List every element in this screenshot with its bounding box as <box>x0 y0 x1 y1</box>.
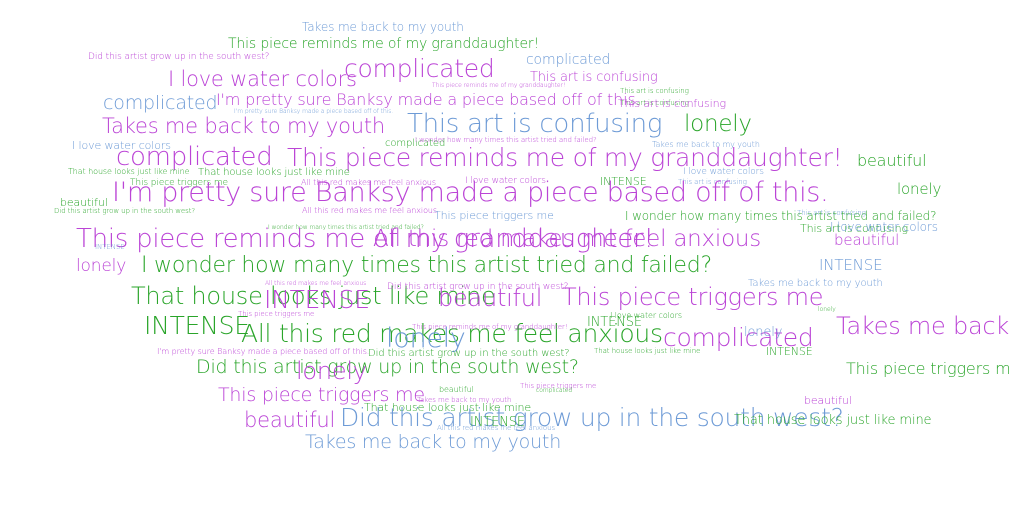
cloud-word: INTENSE <box>95 243 125 251</box>
cloud-word: beautiful <box>834 231 900 249</box>
cloud-word: I love water colors <box>610 311 682 320</box>
cloud-word: Did this artist grow up in the south wes… <box>368 348 570 359</box>
cloud-word: This art is confusing <box>530 70 658 85</box>
cloud-word: That house looks just like mine <box>364 401 532 414</box>
cloud-word: INTENSE <box>587 315 642 330</box>
cloud-word: complicated <box>385 138 446 149</box>
cloud-word: Takes me back to my youth <box>102 114 385 138</box>
cloud-word: lonely <box>386 323 466 354</box>
cloud-word: This piece triggers me <box>520 382 597 390</box>
cloud-word: INTENSE <box>600 175 647 188</box>
cloud-word: I love water colors <box>830 220 938 234</box>
cloud-word: I love water colors <box>465 176 546 186</box>
cloud-word: This piece triggers me <box>218 384 425 406</box>
cloud-word: Takes me back to my youth <box>417 396 512 404</box>
cloud-word: This piece triggers me <box>238 310 315 318</box>
cloud-word: That house looks just like mine <box>68 167 190 176</box>
cloud-word: complicated <box>536 387 573 394</box>
cloud-word: complicated <box>103 92 218 114</box>
cloud-word: That house looks just like mine <box>198 167 350 178</box>
cloud-word: beautiful <box>804 394 852 407</box>
cloud-word: This piece triggers me <box>130 178 228 188</box>
cloud-word: All this red makes me feel anxious <box>302 206 437 215</box>
cloud-word: All this red makes me feel anxious <box>437 424 556 432</box>
cloud-word: complicated <box>526 52 611 68</box>
cloud-word: That house looks just like mine <box>734 413 932 428</box>
cloud-word: This piece triggers me <box>434 209 554 222</box>
cloud-word: I'm pretty sure Banksy made a piece base… <box>157 347 370 356</box>
cloud-word: This art is confusing <box>797 209 866 217</box>
cloud-word: INTENSE <box>144 311 250 340</box>
cloud-word: I love water colors <box>72 139 171 152</box>
cloud-word: Takes me back to my youth <box>652 140 760 149</box>
cloud-word: beautiful <box>857 151 927 170</box>
cloud-word: Did this artist grow up in the south wes… <box>387 282 569 292</box>
cloud-word: This piece reminds me of my granddaughte… <box>412 323 568 331</box>
cloud-word: beautiful <box>439 385 474 394</box>
cloud-word: Did this artist grow up in the south wes… <box>340 403 844 432</box>
cloud-word: All this red makes me feel anxious <box>241 319 663 348</box>
cloud-word: Takes me back to my youth <box>305 431 562 453</box>
cloud-word: This piece reminds me of my granddaughte… <box>228 36 540 52</box>
cloud-word: This art is confusing <box>800 222 908 235</box>
cloud-word: I wonder how many times this artist trie… <box>141 253 712 278</box>
cloud-word: beautiful <box>60 196 108 209</box>
cloud-word: INTENSE <box>819 256 883 274</box>
cloud-word: lonely <box>684 111 752 137</box>
cloud-word: This piece triggers me <box>846 359 1009 378</box>
cloud-word: Takes me back to my youth <box>836 312 1009 340</box>
cloud-word: complicated <box>344 54 495 83</box>
cloud-word: This art is confusing <box>620 87 689 95</box>
cloud-word: This piece reminds me of my granddaughte… <box>287 143 843 172</box>
cloud-word: Takes me back to my youth <box>302 20 464 34</box>
cloud-word: beautiful <box>438 284 543 312</box>
cloud-word: Did this artist grow up in the south wes… <box>196 356 579 378</box>
cloud-word: This art is confusing <box>620 99 689 107</box>
cloud-word: That house looks just like mine <box>131 282 496 310</box>
cloud-word: I love water colors <box>168 67 357 91</box>
cloud-word: Did this artist grow up in the south wes… <box>88 52 270 62</box>
cloud-word: This piece triggers me <box>562 283 824 311</box>
cloud-word: All this red makes me feel anxious <box>301 178 436 187</box>
cloud-word: I wonder how many times this artist trie… <box>415 136 597 144</box>
cloud-word: INTENSE <box>264 285 370 314</box>
cloud-word: I love water colors <box>683 167 764 177</box>
cloud-word: Did this artist grow up in the south wes… <box>54 207 196 215</box>
cloud-word: All this red makes me feel anxious <box>373 226 762 252</box>
cloud-word: lonely <box>744 325 783 340</box>
cloud-word: lonely <box>818 306 836 313</box>
cloud-word: lonely <box>76 256 127 276</box>
cloud-word: This piece reminds me of my granddaughte… <box>76 224 654 254</box>
cloud-word: All this red makes me feel anxious <box>265 280 367 287</box>
cloud-word: This art is confusing <box>407 109 663 139</box>
cloud-word: INTENSE <box>766 345 813 358</box>
cloud-word: This art is confusing <box>678 178 747 186</box>
cloud-word: That house looks just like mine <box>594 347 701 355</box>
cloud-word: This piece reminds me of my granddaughte… <box>432 82 566 89</box>
cloud-word: I'm pretty sure Banksy made a piece base… <box>216 90 641 109</box>
cloud-word: I wonder how many times this artist trie… <box>268 224 424 231</box>
cloud-word: beautiful <box>244 408 336 432</box>
cloud-word: INTENSE <box>470 415 525 430</box>
cloud-word: complicated <box>663 323 814 352</box>
cloud-word: I'm pretty sure Banksy made a piece base… <box>112 177 829 208</box>
cloud-word: Takes me back to my youth <box>748 278 883 289</box>
cloud-word: I wonder how many times this artist trie… <box>625 209 937 223</box>
cloud-word: I'm pretty sure Banksy made a piece base… <box>234 108 394 115</box>
cloud-word: This art is confusing <box>618 97 726 110</box>
cloud-word: complicated <box>116 142 273 172</box>
cloud-word: lonely <box>296 357 367 385</box>
cloud-word: lonely <box>897 180 942 198</box>
